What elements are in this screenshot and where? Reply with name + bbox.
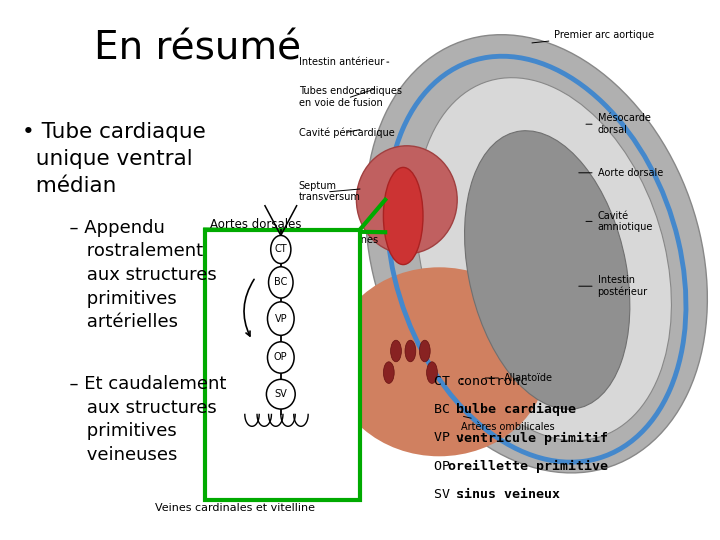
Text: VP :: VP : [434,431,474,444]
Ellipse shape [269,267,293,298]
Ellipse shape [366,35,707,473]
Ellipse shape [271,235,291,264]
Bar [205,230,360,500]
Text: oreillette primitive: oreillette primitive [448,460,608,472]
Text: Intestin
postérieur: Intestin postérieur [579,275,648,298]
Text: • Tube cardiaque
  unique ventral
  médian: • Tube cardiaque unique ventral médian [22,122,205,196]
Text: Cavité
amniotique: Cavité amniotique [586,211,653,232]
Ellipse shape [426,362,438,383]
Ellipse shape [390,340,401,362]
Text: SV: SV [274,389,287,399]
Text: Mésocarde
dorsal: Mésocarde dorsal [586,113,650,135]
Text: Tubes endocardiques
en voie de fusion: Tubes endocardiques en voie de fusion [299,86,402,108]
Text: Aortes dorsales: Aortes dorsales [210,218,302,231]
Text: BC :: BC : [434,403,474,416]
Ellipse shape [405,340,416,362]
Text: Artères ombilicales: Artères ombilicales [461,416,554,431]
Text: sinus veineux: sinus veineux [456,488,560,501]
Text: CT :: CT : [434,375,474,388]
Ellipse shape [331,267,547,456]
Ellipse shape [464,131,630,409]
Text: Cavité péricardique: Cavité péricardique [299,127,395,138]
Text: Veines vitellines: Veines vitellines [299,235,378,245]
Ellipse shape [419,340,430,362]
Text: ventricule primitif: ventricule primitif [456,431,608,444]
Text: Septum
transversum: Septum transversum [299,181,361,202]
Ellipse shape [356,146,457,254]
Text: VP: VP [274,314,287,323]
Ellipse shape [266,379,295,409]
Text: – Appendu
     rostralement
     aux structures
     primitives
     artérielles: – Appendu rostralement aux structures pr… [58,219,216,331]
Text: conotronc: conotronc [456,375,528,388]
Text: Aorte dorsale: Aorte dorsale [579,168,663,178]
Text: SV :: SV : [434,488,474,501]
Ellipse shape [415,78,672,441]
Ellipse shape [384,167,423,265]
Ellipse shape [383,362,394,383]
Text: BC: BC [274,278,287,287]
Text: Intestin antérieur: Intestin antérieur [299,57,389,67]
Text: OP: OP [434,460,458,472]
Ellipse shape [268,342,294,373]
Text: En résumé: En résumé [94,30,301,68]
Text: CT: CT [274,245,287,254]
Text: OP: OP [274,353,287,362]
Text: – Et caudalement
     aux structures
     primitives
     veineuses: – Et caudalement aux structures primitiv… [58,375,226,464]
Text: Allantoïde: Allantoïde [485,373,553,383]
Text: Veines cardinales et vitelline: Veines cardinales et vitelline [155,503,315,514]
Text: Premier arc aortique: Premier arc aortique [532,30,654,43]
Text: bulbe cardiaque: bulbe cardiaque [456,403,577,416]
Bar [284,11,716,529]
Ellipse shape [268,302,294,335]
